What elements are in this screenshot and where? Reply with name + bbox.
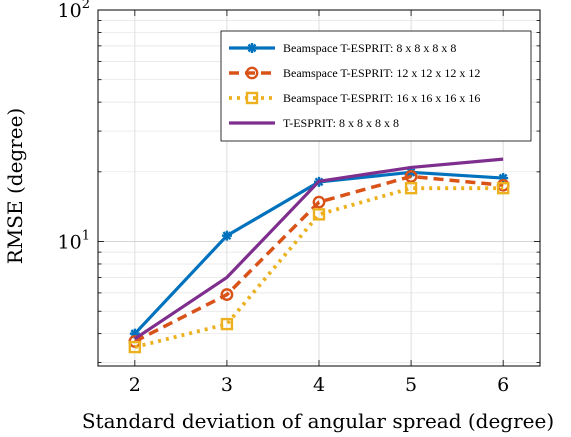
series-line (134, 174, 504, 344)
y-axis-label: RMSE (degree) (3, 108, 27, 264)
legend-label: Beamspace T-ESPRIT: 12 x 12 x 12 x 12 (283, 66, 480, 80)
series-layer (128, 157, 510, 354)
legend-entry: Beamspace T-ESPRIT: 8 x 8 x 8 x 8 (229, 41, 456, 55)
data-point (312, 208, 326, 221)
data-point (404, 181, 418, 195)
legend-entry: Beamspace T-ESPRIT: 12 x 12 x 12 x 12 (229, 66, 480, 80)
square-marker (220, 317, 234, 331)
data-point (404, 170, 418, 183)
asterisk-marker (247, 43, 257, 53)
square-marker (128, 340, 142, 354)
x-tick-label: 5 (405, 374, 417, 396)
y-tick-label: 101 (58, 229, 90, 254)
legend-label: Beamspace T-ESPRIT: 16 x 16 x 16 x 16 (283, 91, 480, 105)
legend-entry: T-ESPRIT: 8 x 8 x 8 x 8 (229, 116, 399, 130)
asterisk-center (224, 233, 230, 239)
square-marker (312, 208, 326, 221)
data-point (496, 181, 510, 195)
legend-label: T-ESPRIT: 8 x 8 x 8 x 8 (283, 116, 399, 130)
data-point (220, 288, 234, 301)
legend: Beamspace T-ESPRIT: 8 x 8 x 8 x 8 Beamspa… (220, 30, 532, 142)
asterisk-marker (221, 230, 232, 241)
circle-marker (312, 195, 326, 209)
y-tick-label: 102 (58, 0, 90, 22)
series-4 (133, 157, 504, 341)
axes: 2 3 4 5 6 101 102 (58, 0, 541, 396)
x-tick-label: 4 (313, 374, 325, 396)
circle-marker (220, 288, 234, 301)
x-tick-label: 2 (129, 374, 141, 396)
x-tick-label: 3 (221, 374, 233, 396)
legend-label: Beamspace T-ESPRIT: 8 x 8 x 8 x 8 (283, 41, 456, 55)
data-point (312, 195, 326, 209)
square-marker (404, 181, 418, 195)
asterisk-center (249, 45, 255, 51)
circle-marker (245, 66, 259, 80)
legend-entry: Beamspace T-ESPRIT: 16 x 16 x 16 x 16 (229, 91, 480, 105)
series-line (133, 157, 504, 341)
data-point (221, 230, 232, 241)
series-3 (128, 181, 510, 354)
x-axis-label: Standard deviation of angular spread (de… (82, 409, 554, 433)
data-point (128, 340, 142, 354)
circle-marker (404, 170, 418, 183)
x-tick-label: 6 (497, 374, 509, 396)
asterisk-center (132, 331, 138, 337)
square-marker (496, 181, 510, 195)
square-marker (245, 91, 259, 105)
data-point (220, 317, 234, 331)
